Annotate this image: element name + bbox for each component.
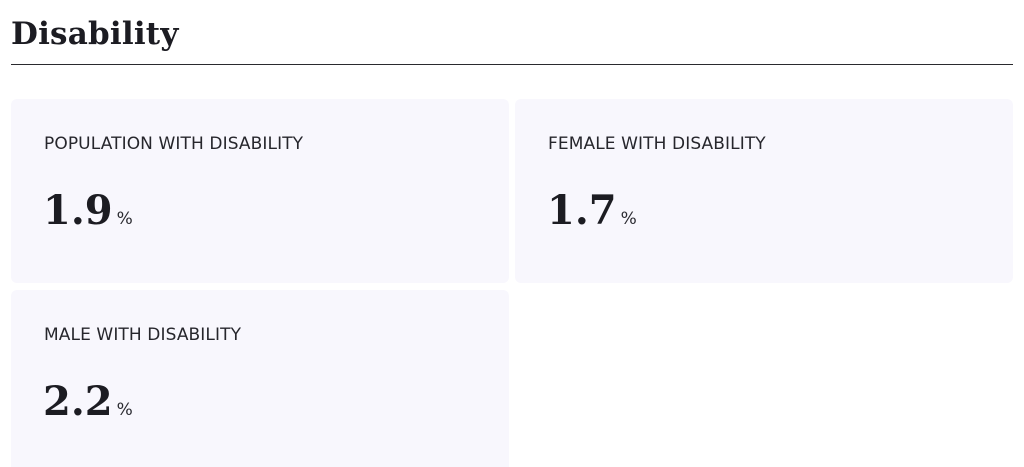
stat-card-male: MALE WITH DISABILITY 2.2% [11,290,509,467]
section-title: Disability [11,16,179,52]
stat-card-population: POPULATION WITH DISABILITY 1.9% [11,99,509,283]
section-divider [11,64,1013,65]
stat-number: 2.2 [43,378,113,425]
stat-unit: % [116,209,133,229]
stat-unit: % [620,209,637,229]
stat-card-female: FEMALE WITH DISABILITY 1.7% [515,99,1013,283]
stat-value: 2.2% [43,378,133,435]
stat-label: FEMALE WITH DISABILITY [548,134,766,154]
stat-label: POPULATION WITH DISABILITY [44,134,304,154]
stat-label: MALE WITH DISABILITY [44,325,242,345]
stat-unit: % [116,400,133,420]
stat-value: 1.9% [43,187,133,244]
stat-value: 1.7% [547,187,637,244]
stat-number: 1.9 [43,187,113,234]
stat-number: 1.7 [547,187,617,234]
